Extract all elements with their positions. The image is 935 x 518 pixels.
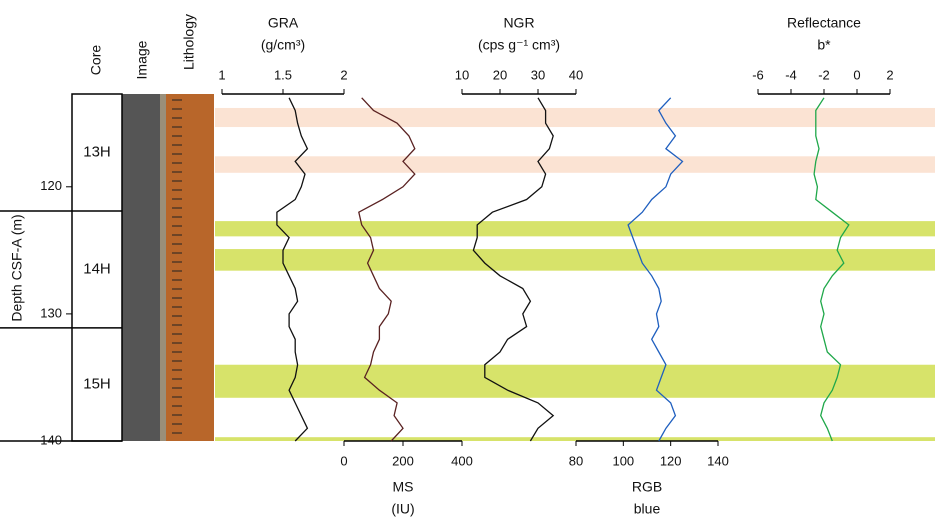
x-tick-label: 200 (392, 453, 414, 468)
panel-units: blue (634, 501, 661, 517)
x-tick-label: 1.5 (274, 67, 292, 82)
x-tick-label: 400 (451, 453, 473, 468)
core-label: 14H (83, 260, 111, 277)
column-header: Image (134, 40, 150, 79)
lithology-column (166, 94, 214, 441)
core-image (122, 94, 160, 441)
panel-units: (g/cm³) (261, 37, 305, 53)
x-tick-label: 1 (218, 67, 225, 82)
highlight-band (215, 156, 935, 173)
x-tick-label: 0 (340, 453, 347, 468)
panel-units: (IU) (391, 501, 414, 517)
y-tick-label: 120 (40, 178, 62, 193)
highlight-band (215, 249, 935, 271)
x-tick-label: -4 (785, 67, 797, 82)
y-axis-label: Depth CSF-A (m) (9, 214, 25, 321)
y-tick-label: 130 (40, 305, 62, 320)
x-tick-label: 40 (569, 67, 583, 82)
highlight-band (215, 107, 935, 128)
panel-title: Reflectance (787, 15, 861, 31)
highlight-band (215, 364, 935, 398)
panel-title: MS (393, 479, 414, 495)
panel-title: GRA (268, 15, 299, 31)
panel-units: (cps g⁻¹ cm³) (478, 37, 560, 53)
x-tick-label: -2 (818, 67, 830, 82)
log-curve (276, 97, 309, 442)
x-tick-label: -6 (752, 67, 764, 82)
log-curve (472, 97, 555, 442)
panel-units: b* (817, 37, 831, 53)
x-tick-label: 10 (455, 67, 469, 82)
log-curve (627, 97, 684, 442)
x-tick-label: 2 (340, 67, 347, 82)
x-tick-label: 30 (531, 67, 545, 82)
core-label: 15H (83, 375, 111, 392)
highlight-band (215, 221, 935, 237)
x-tick-label: 0 (853, 67, 860, 82)
x-tick-label: 2 (886, 67, 893, 82)
column-header: Core (88, 45, 104, 76)
background-layer (215, 107, 935, 441)
lithology-strip (160, 94, 166, 441)
core-label: 13H (83, 143, 111, 160)
x-tick-label: 140 (707, 453, 729, 468)
column-header: Lithology (181, 14, 197, 70)
y-tick-label: 140 (40, 432, 62, 447)
x-tick-label: 20 (493, 67, 507, 82)
panel-title: NGR (503, 15, 534, 31)
log-curve (813, 97, 850, 442)
x-tick-label: 100 (612, 453, 634, 468)
x-tick-label: 80 (569, 453, 583, 468)
panel-title: RGB (632, 479, 662, 495)
highlight-band (215, 437, 935, 441)
x-tick-label: 120 (660, 453, 682, 468)
log-curve (358, 97, 416, 442)
